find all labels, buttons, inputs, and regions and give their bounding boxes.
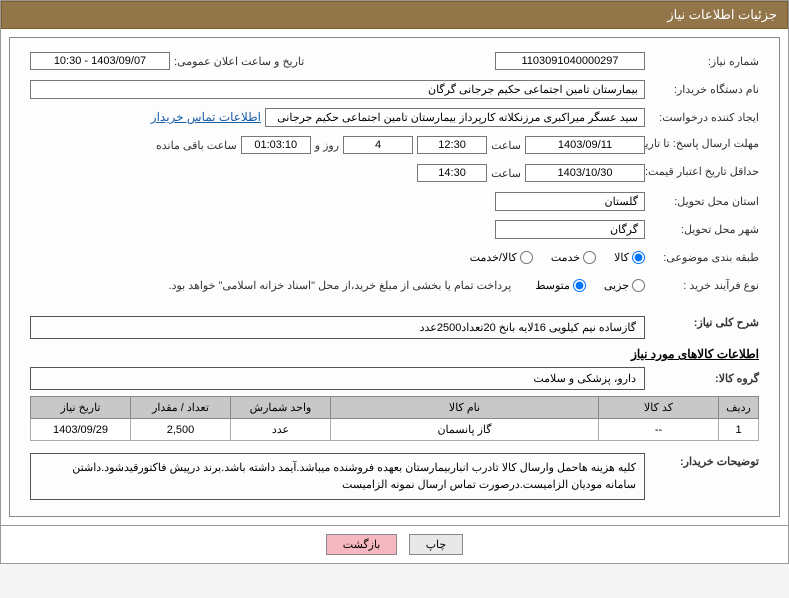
td-name: گاز پانسمان bbox=[331, 419, 599, 441]
buyer-label: نام دستگاه خریدار: bbox=[649, 83, 759, 96]
th-name: نام کالا bbox=[331, 397, 599, 419]
pay-note: پرداخت تمام یا بخشی از مبلغ خرید،از محل … bbox=[169, 279, 512, 292]
button-bar: چاپ بازگشت bbox=[1, 525, 788, 563]
td-code: -- bbox=[599, 419, 719, 441]
td-unit: عدد bbox=[231, 419, 331, 441]
back-button[interactable]: بازگشت bbox=[326, 534, 398, 555]
process-radio-group: جزیی متوسط bbox=[535, 279, 645, 292]
need-no-label: شماره نیاز: bbox=[649, 55, 759, 68]
process-label: نوع فرآیند خرید : bbox=[649, 279, 759, 292]
main-container: جزئیات اطلاعات نیاز شماره نیاز: 11030910… bbox=[0, 0, 789, 564]
group-value: دارو، پزشکی و سلامت bbox=[30, 367, 645, 390]
print-button[interactable]: چاپ bbox=[409, 534, 464, 555]
th-code: کد کالا bbox=[599, 397, 719, 419]
deadline-date: 1403/09/11 bbox=[525, 136, 645, 154]
td-row: 1 bbox=[719, 419, 759, 441]
buyer-notes-label: توضیحات خریدار: bbox=[649, 449, 759, 468]
td-qty: 2,500 bbox=[131, 419, 231, 441]
time-label-1: ساعت bbox=[491, 139, 521, 152]
title-bar: جزئیات اطلاعات نیاز bbox=[1, 1, 788, 29]
radio-both[interactable]: کالا/خدمت bbox=[470, 251, 533, 264]
deadline-label: مهلت ارسال پاسخ: تا تاریخ: bbox=[649, 138, 759, 151]
deadline-time: 12:30 bbox=[417, 136, 487, 154]
radio-goods[interactable]: کالا bbox=[614, 251, 645, 264]
validity-label: حداقل تاریخ اعتبار قیمت: تا تاریخ: bbox=[649, 166, 759, 179]
goods-info-title: اطلاعات کالاهای مورد نیاز bbox=[30, 347, 759, 361]
need-no-value: 1103091040000297 bbox=[495, 52, 645, 70]
province-label: استان محل تحویل: bbox=[649, 195, 759, 208]
th-qty: تعداد / مقدار bbox=[131, 397, 231, 419]
announce-label: تاریخ و ساعت اعلان عمومی: bbox=[174, 55, 304, 68]
requester-label: ایجاد کننده درخواست: bbox=[649, 111, 759, 124]
td-date: 1403/09/29 bbox=[31, 419, 131, 441]
radio-medium[interactable]: متوسط bbox=[535, 279, 586, 292]
province-value: گلستان bbox=[495, 192, 645, 211]
table-header-row: ردیف کد کالا نام کالا واحد شمارش تعداد /… bbox=[31, 397, 759, 419]
day-word: روز و bbox=[315, 139, 339, 152]
th-row: ردیف bbox=[719, 397, 759, 419]
th-unit: واحد شمارش bbox=[231, 397, 331, 419]
contact-link[interactable]: اطلاعات تماس خریدار bbox=[151, 110, 261, 124]
th-date: تاریخ نیاز bbox=[31, 397, 131, 419]
buyer-notes: کلیه هزینه هاحمل وارسال کالا تادرب انبار… bbox=[30, 453, 645, 500]
requester-value: سید عسگر میراکبری مرزنکلاته کارپرداز بیم… bbox=[265, 108, 645, 127]
table-row: 1 -- گاز پانسمان عدد 2,500 1403/09/29 bbox=[31, 419, 759, 441]
city-value: گرگان bbox=[495, 220, 645, 239]
announce-value: 1403/09/07 - 10:30 bbox=[30, 52, 170, 70]
day-count: 4 bbox=[343, 136, 413, 154]
city-label: شهر محل تحویل: bbox=[649, 223, 759, 236]
content-panel: شماره نیاز: 1103091040000297 تاریخ و ساع… bbox=[9, 37, 780, 517]
desc-label: شرح کلی نیاز: bbox=[649, 316, 759, 329]
time-label-2: ساعت bbox=[491, 167, 521, 180]
buyer-value: بیمارستان تامین اجتماعی حکیم جرجانی گرگا… bbox=[30, 80, 645, 99]
remain-label: ساعت باقی مانده bbox=[156, 139, 237, 152]
goods-table: ردیف کد کالا نام کالا واحد شمارش تعداد /… bbox=[30, 396, 759, 441]
category-label: طبقه بندی موضوعی: bbox=[649, 251, 759, 264]
validity-time: 14:30 bbox=[417, 164, 487, 182]
desc-value: گازساده نیم کیلویی 16لایه بانخ 20تعداد25… bbox=[30, 316, 645, 339]
group-label: گروه کالا: bbox=[649, 372, 759, 385]
category-radio-group: کالا خدمت کالا/خدمت bbox=[470, 251, 645, 264]
radio-small[interactable]: جزیی bbox=[604, 279, 645, 292]
remain-time: 01:03:10 bbox=[241, 136, 311, 154]
validity-date: 1403/10/30 bbox=[525, 164, 645, 182]
radio-service[interactable]: خدمت bbox=[551, 251, 596, 264]
